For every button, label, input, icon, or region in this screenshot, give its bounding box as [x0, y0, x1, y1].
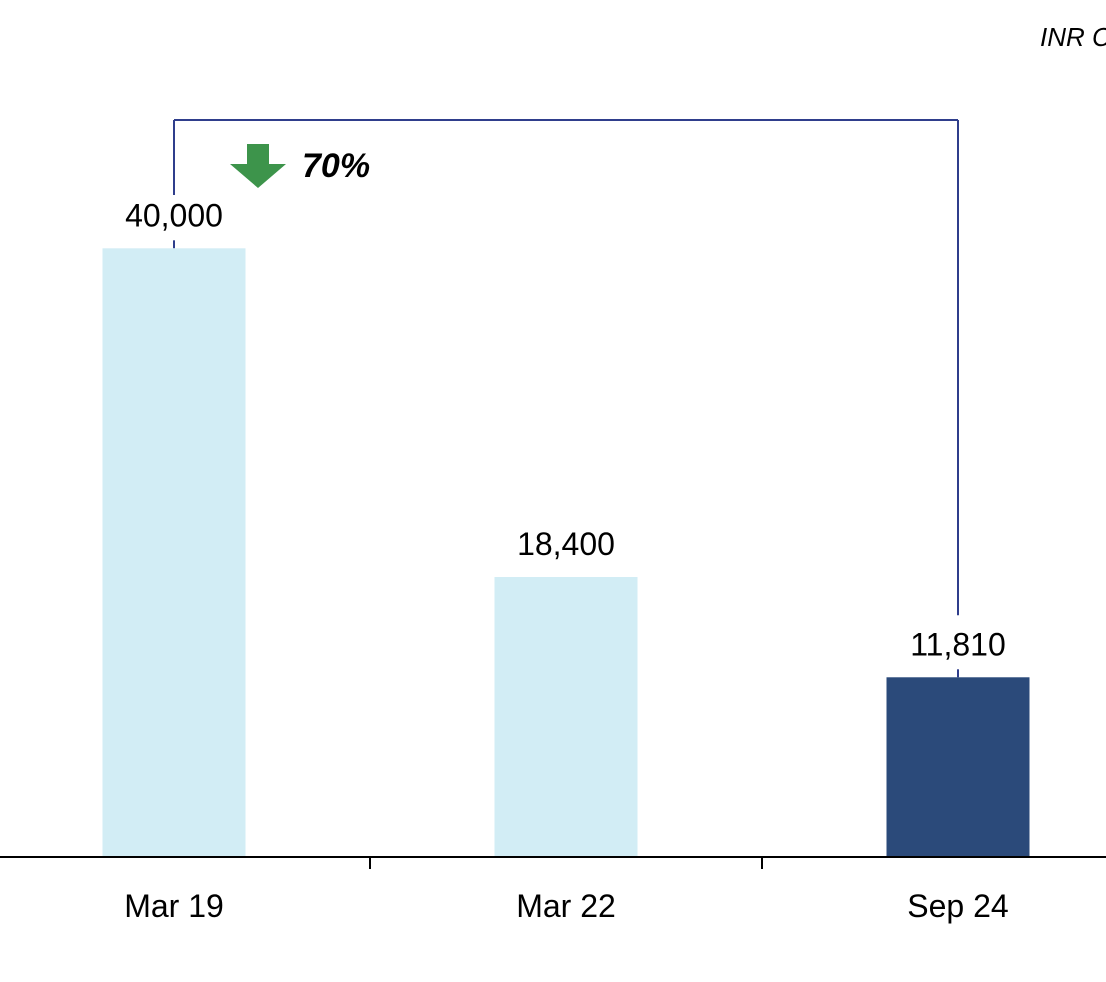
- unit-label: INR C: [1040, 22, 1106, 52]
- x-axis-ticks: [369, 857, 763, 869]
- x-axis-tick-labels: Mar 19 Mar 22 Sep 24: [124, 888, 1009, 924]
- tick-label-sep-24: Sep 24: [907, 888, 1008, 924]
- change-indicator: 70%: [230, 144, 370, 188]
- tick-label-mar-22: Mar 22: [516, 888, 616, 924]
- value-label-sep-24: 11,810: [910, 626, 1006, 662]
- value-labels-group: 40,000 18,400 11,810: [125, 197, 1006, 662]
- value-label-mar-19: 40,000: [125, 197, 223, 233]
- bar-mar-19: [102, 248, 246, 858]
- tick-label-mar-19: Mar 19: [124, 888, 224, 924]
- bars-group: [102, 248, 1030, 858]
- down-arrow-icon: [230, 144, 286, 188]
- bar-sep-24: [886, 677, 1030, 857]
- change-label: 70%: [302, 147, 370, 185]
- change-bracket: [173, 119, 959, 678]
- bar-mar-22: [494, 577, 638, 857]
- value-label-mar-22: 18,400: [517, 526, 615, 562]
